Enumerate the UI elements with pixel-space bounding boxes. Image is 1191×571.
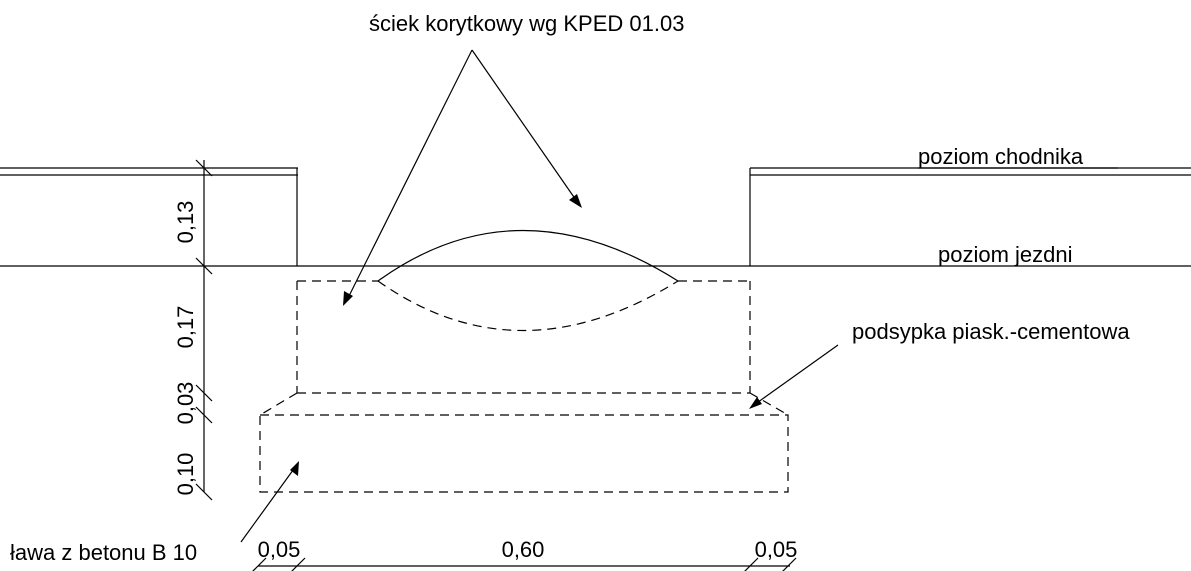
dim-label-horizontal-1: 0,05 — [258, 537, 301, 562]
dim-label-vertical-4: 0,10 — [173, 453, 198, 496]
dim-label-horizontal-3: 0,05 — [755, 537, 798, 562]
label-footing: ława z betonu B 10 — [10, 540, 197, 565]
leader-channel-left — [343, 49, 473, 306]
leader-footing — [240, 461, 299, 543]
leader-bedding — [749, 344, 839, 409]
sidewalk-surface-right — [750, 167, 1191, 176]
dim-label-vertical-3: 0,03 — [173, 382, 198, 425]
label-road-level: poziom jezdni — [938, 242, 1073, 267]
label-sidewalk-level: poziom chodnika — [918, 144, 1084, 169]
dim-label-vertical-1: 0,13 — [173, 201, 198, 244]
leader-channel-right — [471, 49, 582, 208]
channel-element-dashed — [296, 280, 751, 394]
dim-label-vertical-2: 0,17 — [173, 306, 198, 349]
concrete-footing — [259, 414, 789, 493]
label-channel: ściek korytkowy wg KPED 01.03 — [369, 11, 684, 36]
bedding-outline — [259, 392, 789, 416]
horizontal-dimension-line — [252, 557, 797, 571]
label-bedding: podsypka piask.-cementowa — [852, 319, 1130, 344]
vertical-dimension-line — [195, 159, 213, 501]
channel-arc — [377, 230, 679, 282]
sidewalk-surface-left — [0, 167, 298, 176]
dim-label-horizontal-2: 0,60 — [502, 537, 545, 562]
